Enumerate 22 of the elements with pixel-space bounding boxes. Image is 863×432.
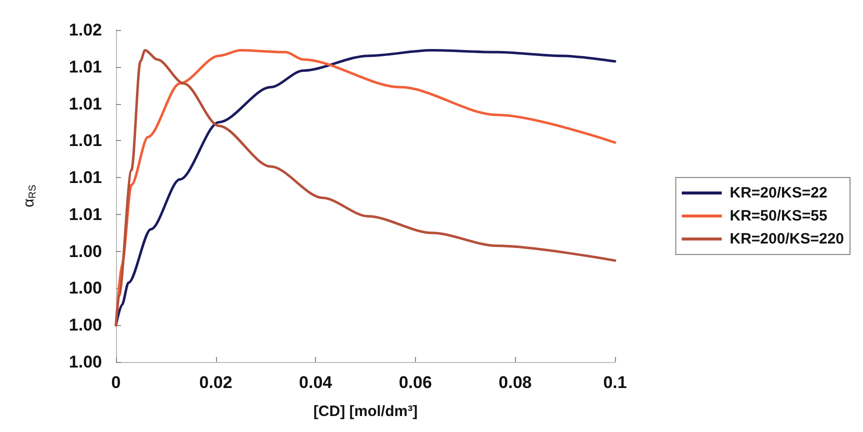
x-tick-label: 0.04: [299, 373, 333, 392]
y-tick-label: 1.01: [68, 204, 102, 224]
y-tick-label: 1.00: [68, 278, 102, 298]
x-axis-title: [CD] [mol/dm³]: [313, 403, 418, 420]
legend-label: KR=200/KS=220: [730, 230, 844, 248]
legend-label: KR=50/KS=55: [730, 208, 828, 224]
y-tick-label: 1.01: [68, 57, 102, 76]
y-tick-label: 1.00: [68, 352, 102, 372]
x-tick-label: 0.06: [398, 373, 432, 392]
y-axis-title: αRS: [20, 184, 38, 208]
y-tick-label: 1.01: [68, 131, 102, 150]
x-tick-label: 0.1: [603, 373, 627, 392]
x-tick-label: 0.02: [199, 373, 232, 392]
line-series: [114, 49, 616, 326]
y-tick-label: 1.00: [68, 316, 102, 335]
y-tick-label: 1.00: [68, 242, 102, 261]
legend-label: KR=20/KS=22: [730, 184, 828, 202]
x-tick-label: 0: [111, 373, 121, 392]
y-tick-label: 1.01: [68, 94, 102, 114]
x-tick-label: 0.08: [498, 373, 532, 392]
y-tick-label: 1.01: [68, 168, 102, 188]
y-tick-label: 1.02: [68, 20, 102, 40]
